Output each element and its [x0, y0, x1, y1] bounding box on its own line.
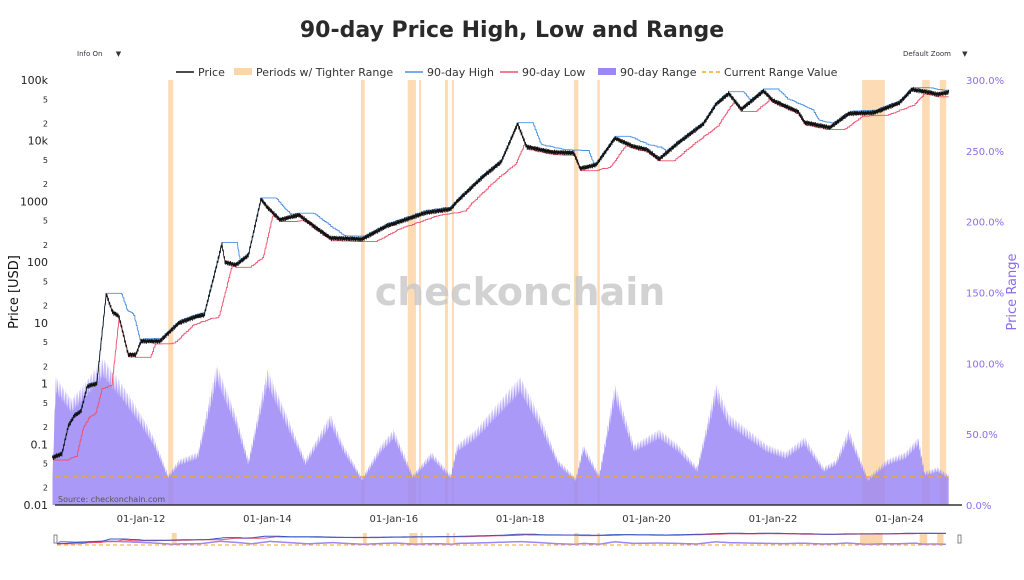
y2-tick-label: 150.0% — [966, 289, 1004, 300]
x-tick-label: 01-Jan-16 — [369, 514, 418, 525]
navigator-band — [453, 533, 456, 545]
x-tick-label: 01-Jan-22 — [749, 514, 798, 525]
navigator-band — [597, 533, 600, 545]
navigator-band — [860, 533, 883, 545]
legend-item[interactable]: Current Range Value — [702, 66, 838, 79]
tight-periods — [168, 80, 947, 505]
navigator-band — [937, 533, 944, 545]
legend-label: 90-day High — [427, 66, 494, 79]
legend-label: Price — [198, 66, 225, 79]
navigator-range — [56, 540, 946, 546]
legend-label: 90-day Low — [522, 66, 585, 79]
source-label: Source: checkonchain.com — [58, 495, 165, 504]
y-tick-label: 0.1 — [31, 438, 49, 451]
x-tick-label: 01-Jan-24 — [875, 514, 924, 525]
navigator-band — [409, 533, 418, 545]
tight-period-band — [168, 80, 174, 505]
tight-period-band — [573, 80, 579, 505]
y-tick-label: 2 — [43, 484, 48, 493]
tight-period-band — [862, 80, 885, 505]
y-tick-label: 2 — [43, 180, 48, 189]
y-tick-label: 5 — [43, 95, 48, 104]
legend-label: Current Range Value — [724, 66, 838, 79]
y2-tick-label: 0.0% — [966, 501, 991, 512]
zoom-select[interactable]: Default Zoom ▼ — [903, 50, 968, 58]
y-tick-label: 5 — [43, 338, 48, 347]
legend-item[interactable]: 90-day Low — [500, 66, 585, 79]
tight-period-band — [444, 80, 449, 505]
x-tick-label: 01-Jan-14 — [243, 514, 292, 525]
y-axis-title: Price [USD] — [7, 255, 22, 329]
y-tick-label: 1 — [41, 378, 48, 391]
legend: Price Periods w/ Tighter Range 90-day High… — [176, 66, 838, 79]
y-tick-label: 10k — [28, 135, 49, 148]
navigator-high — [56, 532, 946, 545]
navigator[interactable] — [53, 532, 962, 546]
y-tick-label: 2 — [43, 302, 48, 311]
navigator-handle-right[interactable] — [957, 534, 962, 544]
info-toggle[interactable]: Info On ▼ — [77, 50, 121, 58]
y2-tick-label: 100.0% — [966, 359, 1004, 370]
tight-period-band — [407, 80, 416, 505]
y2-tick-label: 200.0% — [966, 218, 1004, 229]
y-tick-label: 5 — [43, 277, 48, 286]
navigator-band — [171, 533, 177, 545]
legend-swatch — [234, 68, 252, 75]
navigator-band — [362, 533, 367, 545]
tight-period-band — [939, 80, 947, 505]
y-tick-label: 10 — [34, 317, 48, 330]
legend-item[interactable]: 90-day Range — [598, 66, 697, 79]
x-tick-label: 01-Jan-20 — [622, 514, 671, 525]
tight-period-band — [597, 80, 600, 505]
y-tick-label: 5 — [43, 217, 48, 226]
navigator-band — [574, 533, 579, 545]
y2-axis-title: Price Range — [1005, 253, 1020, 330]
tight-period-band — [922, 80, 930, 505]
navigator-band — [446, 533, 450, 545]
navigator-handle-left[interactable] — [53, 534, 58, 544]
legend-swatch — [598, 68, 616, 75]
watermark: checkonchain — [375, 270, 666, 314]
chevron-down-icon: ▼ — [962, 50, 968, 58]
navigator-band — [420, 533, 423, 545]
legend-item[interactable]: Price — [176, 66, 225, 79]
y-tick-label: 100k — [21, 74, 49, 87]
range-area — [52, 357, 949, 505]
y-tick-label: 1000 — [20, 195, 48, 208]
y-tick-label: 2 — [43, 119, 48, 128]
y-tick-label: 5 — [43, 156, 48, 165]
legend-label: 90-day Range — [620, 66, 697, 79]
y-tick-label: 100 — [27, 256, 48, 269]
y-tick-label: 2 — [43, 362, 48, 371]
price-line — [52, 86, 950, 461]
tight-period-band — [451, 80, 454, 505]
legend-item[interactable]: Periods w/ Tighter Range — [234, 66, 393, 79]
y2-tick-label: 50.0% — [966, 430, 998, 441]
navigator-band — [919, 533, 928, 545]
tight-period-band — [419, 80, 422, 505]
y-tick-label: 5 — [43, 460, 48, 469]
y2-tick-label: 300.0% — [966, 76, 1004, 87]
chevron-down-icon: ▼ — [115, 50, 122, 58]
y-tick-label: 2 — [43, 241, 48, 250]
legend-label: Periods w/ Tighter Range — [256, 66, 393, 79]
zoom-label: Default Zoom — [903, 50, 951, 58]
chart-title: 90-day Price High, Low and Range — [299, 18, 725, 43]
x-tick-label: 01-Jan-18 — [496, 514, 545, 525]
tight-period-band — [360, 80, 365, 505]
y2-tick-label: 250.0% — [966, 147, 1004, 158]
y-tick-label: 5 — [43, 399, 48, 408]
info-label: Info On — [77, 50, 103, 58]
y-tick-label: 2 — [43, 423, 48, 432]
y-tick-label: 0.01 — [24, 499, 49, 512]
legend-item[interactable]: 90-day High — [405, 66, 494, 79]
x-tick-label: 01-Jan-12 — [117, 514, 166, 525]
